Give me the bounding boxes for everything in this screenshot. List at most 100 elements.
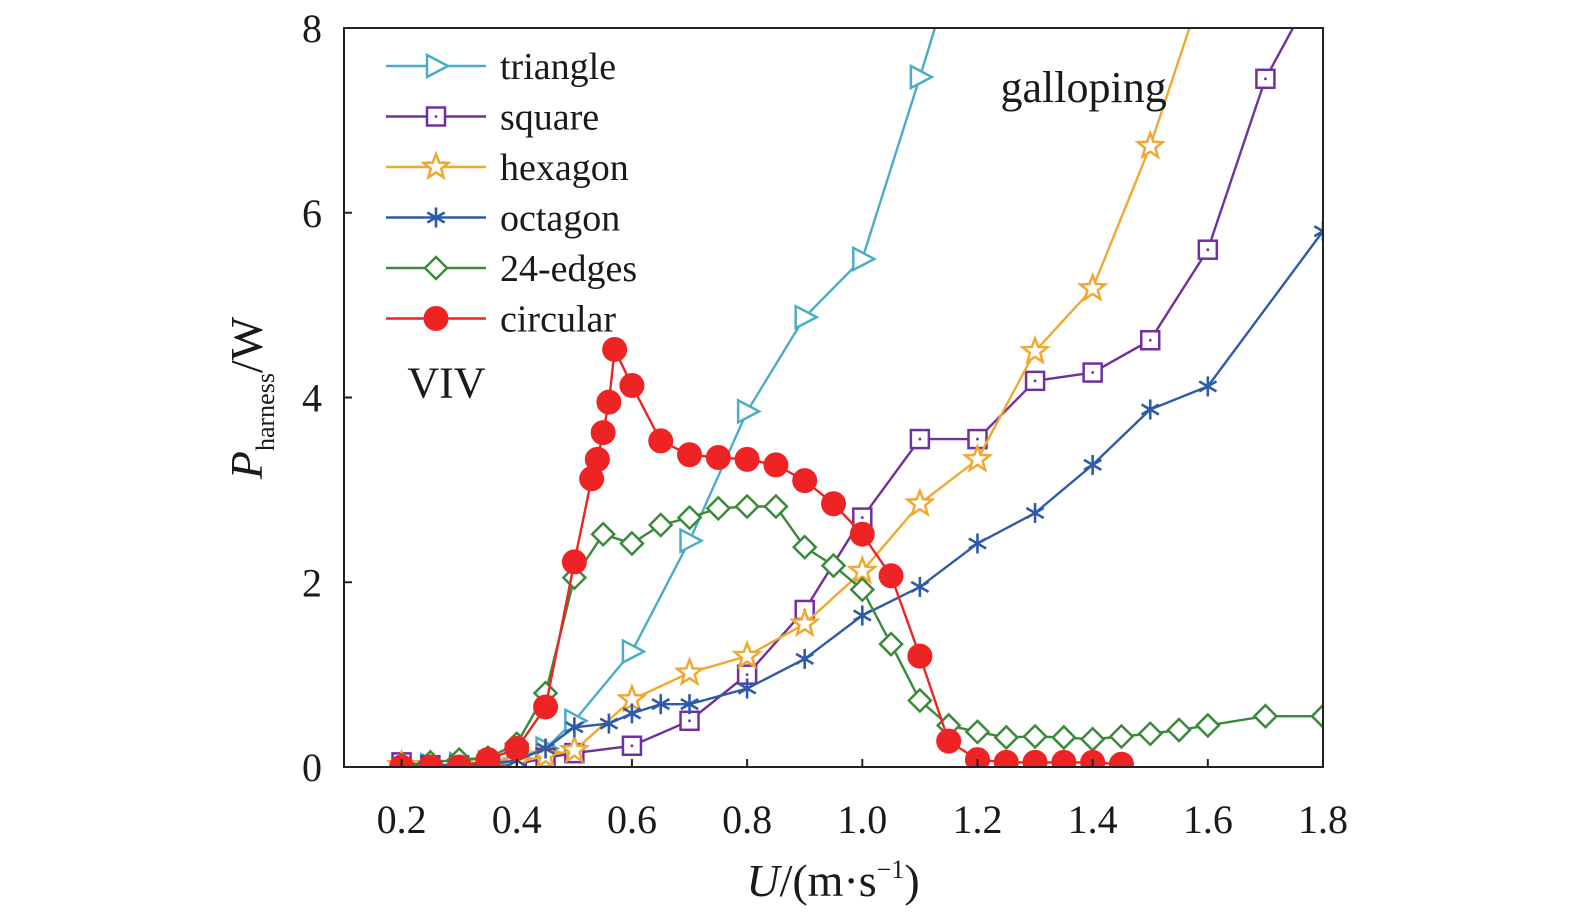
legend-label: circular — [500, 299, 616, 341]
x-tick-label: 0.4 — [492, 797, 542, 842]
data-point — [417, 754, 443, 767]
data-point — [1139, 329, 1161, 351]
data-point — [792, 468, 818, 494]
x-tick-label: 0.2 — [377, 797, 427, 842]
data-point — [1197, 239, 1219, 260]
x-tick-label: 1.8 — [1298, 797, 1348, 842]
y-tick-label: 6 — [302, 191, 322, 236]
series-line — [401, 345, 1122, 767]
data-point — [647, 512, 674, 538]
data-point — [846, 554, 879, 585]
data-point — [852, 605, 872, 626]
data-point — [763, 493, 789, 520]
data-point — [651, 694, 671, 715]
legend-label: 24-edges — [500, 248, 637, 290]
data-point — [596, 389, 622, 415]
legend-item: hexagon — [386, 147, 629, 189]
data-point — [1195, 712, 1221, 739]
data-point — [561, 549, 587, 575]
data-point — [736, 398, 762, 425]
data-point — [1025, 502, 1045, 523]
x-tick-label: 1.0 — [837, 797, 887, 842]
legend-marker — [423, 306, 449, 331]
data-point — [1051, 749, 1077, 767]
legend-marker — [420, 150, 452, 181]
data-point — [1166, 717, 1192, 743]
data-point — [1022, 749, 1048, 767]
x-tick-label: 1.4 — [1068, 797, 1118, 842]
data-point — [878, 631, 904, 657]
data-point — [821, 491, 846, 517]
data-point — [648, 428, 674, 454]
legend-marker — [426, 207, 446, 228]
data-point — [590, 521, 616, 547]
data-point — [878, 563, 904, 589]
data-point — [1140, 399, 1160, 420]
data-point — [1198, 376, 1218, 397]
data-point — [904, 487, 936, 518]
x-tick-label: 0.8 — [722, 797, 772, 842]
data-point — [1076, 271, 1109, 302]
data-point — [475, 747, 501, 767]
data-point — [734, 446, 760, 472]
data-point — [705, 445, 731, 471]
data-point — [907, 643, 933, 669]
data-point — [1019, 334, 1051, 365]
data-point — [734, 493, 760, 520]
data-point — [680, 694, 699, 715]
data-point — [619, 372, 645, 398]
data-point — [852, 245, 877, 273]
data-point — [1083, 454, 1102, 475]
annotations: galloping VIV — [407, 63, 1166, 408]
y-axis-label: Pharness/W — [221, 316, 280, 480]
data-point — [1252, 703, 1279, 729]
data-point — [679, 710, 700, 732]
data-point — [907, 687, 933, 714]
legend-label: octagon — [500, 198, 620, 240]
data-point — [993, 724, 1020, 751]
y-tick-label: 8 — [302, 6, 322, 51]
data-point — [584, 446, 610, 472]
data-point — [1134, 129, 1166, 160]
data-point — [909, 428, 931, 450]
series-circular — [389, 336, 1134, 767]
data-point — [590, 420, 616, 446]
data-point — [602, 336, 628, 362]
legend-item: circular — [386, 299, 616, 341]
data-point — [558, 733, 591, 764]
data-point — [849, 576, 876, 603]
legend-item: 24-edges — [386, 248, 637, 290]
annotation: VIV — [407, 359, 485, 408]
data-point — [677, 442, 703, 468]
data-point — [619, 530, 645, 557]
legend-label: triangle — [500, 46, 616, 88]
data-point — [673, 656, 706, 687]
y-tick-label: 2 — [302, 560, 322, 605]
data-point — [1080, 749, 1106, 767]
legend-label: square — [500, 97, 599, 139]
data-point — [446, 754, 472, 767]
data-point — [794, 304, 820, 331]
data-point — [676, 504, 703, 531]
data-point — [1079, 726, 1106, 753]
y-axis-ticks: 0 2 4 6 8 — [302, 6, 352, 790]
data-point — [968, 533, 987, 554]
data-point — [1108, 751, 1134, 767]
data-point — [795, 648, 815, 669]
data-point — [599, 713, 619, 734]
data-point — [504, 736, 530, 762]
data-point — [820, 552, 847, 579]
legend-item: triangle — [386, 46, 616, 88]
y-tick-label: 4 — [302, 376, 322, 421]
legend-label: hexagon — [500, 147, 629, 189]
data-point — [737, 678, 757, 699]
data-point — [1108, 723, 1135, 750]
data-point — [533, 694, 559, 720]
annotation: galloping — [1001, 63, 1167, 112]
legend-marker — [423, 255, 449, 281]
data-point — [1313, 221, 1323, 242]
data-point — [964, 719, 991, 745]
data-point — [849, 521, 875, 547]
data-point — [763, 452, 789, 478]
data-point — [1022, 723, 1048, 750]
